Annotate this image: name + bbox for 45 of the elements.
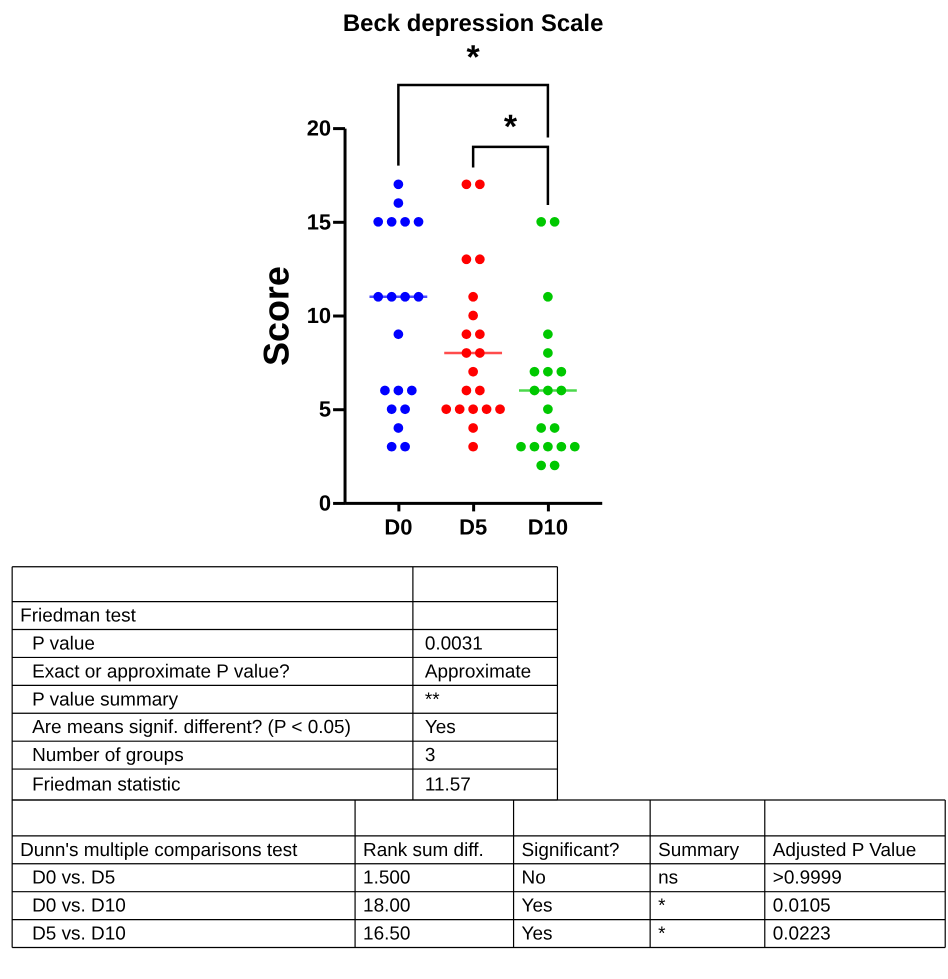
text: 1.500: [363, 868, 410, 889]
text: *: [658, 896, 666, 917]
text: 0.0031: [424, 633, 483, 654]
y-axis-title: Score: [256, 266, 297, 366]
text: D0 vs. D10: [32, 896, 126, 917]
text: D0 vs. D5: [32, 868, 116, 889]
y-tick-label: 20: [306, 116, 332, 141]
y-tick-label: 0: [318, 490, 332, 516]
text: 0.0223: [772, 924, 831, 945]
text: P value: [32, 633, 95, 654]
y-tick-label: 10: [306, 302, 332, 328]
text: *: [658, 924, 666, 945]
text: Yes: [522, 896, 552, 917]
chart-title: Beck depression Scale: [342, 10, 604, 37]
text: 0.0105: [772, 896, 831, 917]
text: Yes: [522, 924, 552, 945]
annotation: *: [504, 108, 518, 146]
text: 18.00: [363, 896, 410, 917]
y-tick-label: 5: [318, 396, 332, 422]
x-tick-label: D5: [459, 514, 488, 540]
text: Are means signif. different? (P < 0.05): [32, 717, 351, 738]
text: Adjusted P Value: [772, 840, 916, 861]
text: D5 vs. D10: [32, 924, 126, 945]
text: 16.50: [363, 924, 410, 945]
text: >0.9999: [772, 868, 842, 889]
text: No: [522, 868, 546, 889]
text: Friedman statistic: [32, 774, 180, 796]
text: Exact or approximate P value?: [32, 661, 290, 682]
text: Approximate: [424, 661, 532, 682]
text: Significant?: [522, 840, 620, 861]
text: Number of groups: [32, 745, 184, 766]
text: Dunn's multiple comparisons test: [20, 840, 298, 861]
text: Summary: [658, 840, 740, 861]
text: Friedman test: [20, 606, 137, 627]
text: Yes: [424, 717, 456, 738]
y-tick-label: 15: [306, 209, 332, 234]
text: **: [424, 689, 440, 710]
text: 11.57: [424, 774, 471, 796]
text: ns: [658, 868, 678, 889]
x-tick-label: D10: [528, 514, 568, 540]
text: *: [466, 38, 481, 77]
x-tick-label: D0: [384, 514, 412, 540]
text: 3: [424, 745, 436, 766]
text: Rank sum diff.: [363, 840, 484, 861]
text: P value summary: [32, 689, 179, 710]
